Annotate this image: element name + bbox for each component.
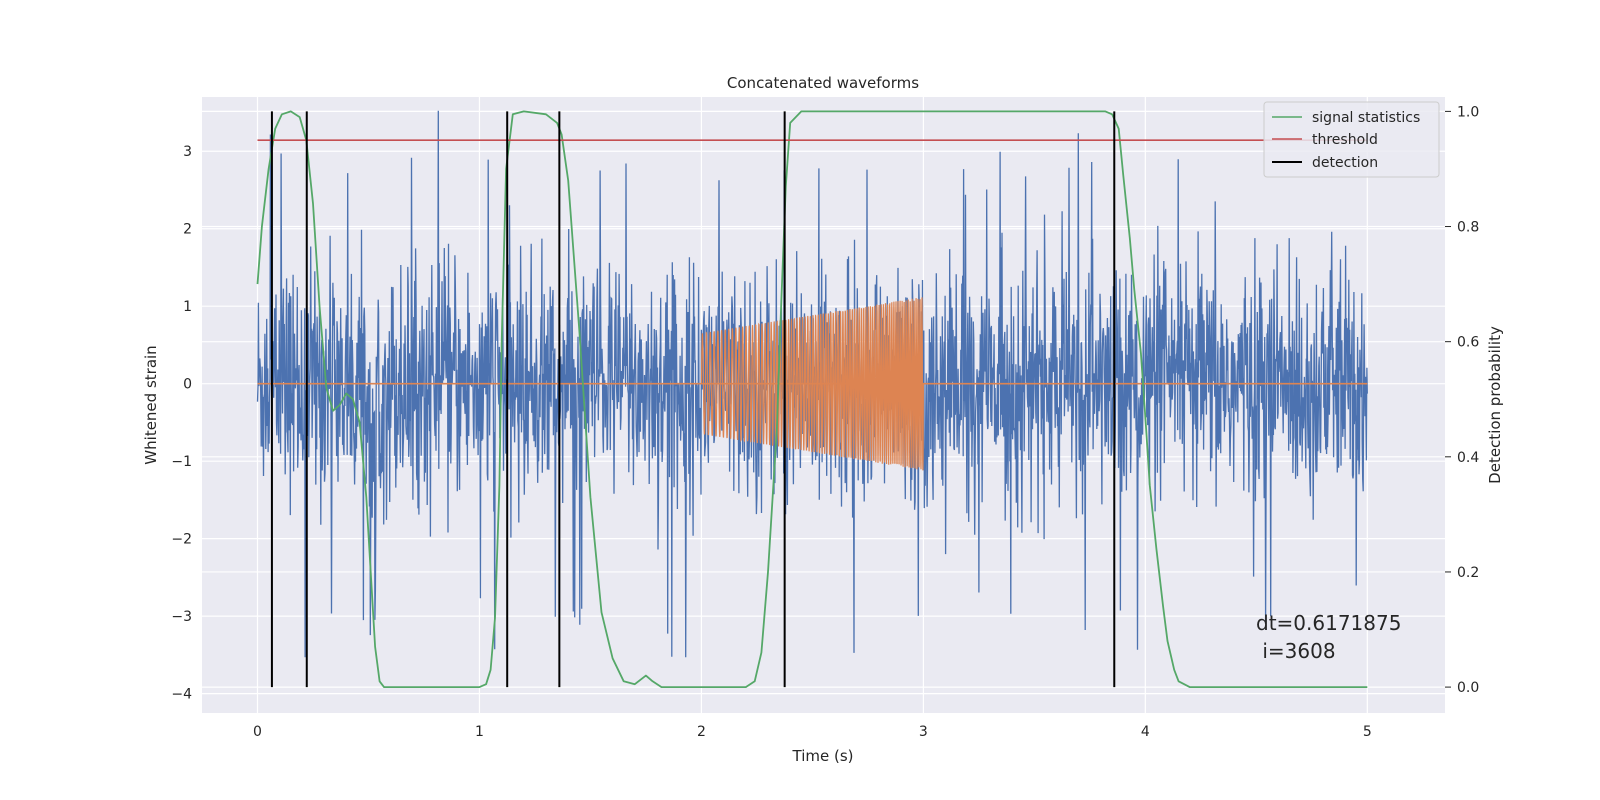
y-tick-label: −2: [171, 532, 192, 548]
plot-area: [256, 110, 1368, 688]
y-right-tick-label: 0.0: [1457, 680, 1479, 696]
y-right-axis-label: Detection probability: [1486, 326, 1504, 484]
legend-label-threshold: threshold: [1312, 132, 1378, 148]
y-axis-label: Whitened strain: [142, 345, 160, 464]
annotation-dt: dt=0.6171875: [1256, 611, 1401, 635]
y-right-tick-labels: 0.0 0.2 0.4 0.6 0.8 1.0: [1445, 104, 1479, 696]
y-right-tick-label: 0.6: [1457, 335, 1479, 351]
signal-statistics-line: [256, 110, 1368, 688]
y-right-tick-label: 0.8: [1457, 220, 1479, 236]
y-right-tick-label: 0.2: [1457, 565, 1479, 581]
y-tick-label: 0: [183, 377, 192, 393]
x-tick-label: 2: [697, 724, 706, 740]
x-tick-label: 1: [475, 724, 484, 740]
chart-title: Concatenated waveforms: [727, 74, 919, 92]
legend-box: [1263, 101, 1440, 178]
x-tick-label: 5: [1363, 724, 1372, 740]
legend-label-signal-statistics: signal statistics: [1312, 110, 1420, 126]
x-tick-label: 4: [1141, 724, 1150, 740]
y-right-tick-label: 1.0: [1457, 104, 1479, 120]
x-tick-label: 3: [919, 724, 928, 740]
waveform-series-line: [700, 297, 924, 471]
legend-label-detection: detection: [1312, 155, 1378, 171]
y-tick-label: −4: [171, 687, 192, 703]
y-tick-label: 2: [183, 222, 192, 238]
x-tick-label: 0: [253, 724, 262, 740]
y-tick-label: 1: [183, 299, 192, 315]
legend: signal statistics threshold detection: [1263, 101, 1440, 178]
y-tick-label: −1: [171, 454, 192, 470]
y-tick-label: 3: [183, 144, 192, 160]
annotation-i: i=3608: [1256, 639, 1336, 663]
x-tick-labels: 0 1 2 3 4 5: [253, 724, 1372, 740]
x-axis-label: Time (s): [792, 747, 854, 765]
y-tick-labels: −4 −3 −2 −1 0 1 2 3: [171, 144, 192, 702]
y-tick-label: −3: [171, 609, 192, 625]
y-right-tick-label: 0.4: [1457, 450, 1479, 466]
